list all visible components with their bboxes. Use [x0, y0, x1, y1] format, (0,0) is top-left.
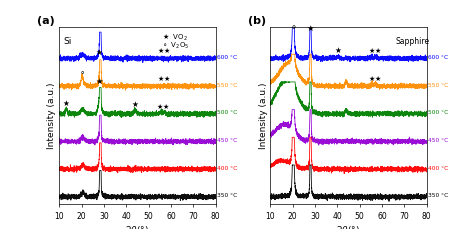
- Text: (b): (b): [248, 16, 266, 26]
- Text: $\bigstar\bigstar$: $\bigstar\bigstar$: [368, 74, 383, 83]
- Text: 550 °C: 550 °C: [217, 82, 237, 87]
- Text: $\bigstar$: $\bigstar$: [306, 24, 315, 33]
- Text: $\bigstar$: $\bigstar$: [131, 100, 139, 109]
- Text: 350 °C: 350 °C: [217, 193, 237, 197]
- Text: $\circ$: $\circ$: [290, 22, 297, 32]
- Text: $\bigstar$: $\bigstar$: [62, 98, 71, 107]
- Text: 500 °C: 500 °C: [217, 110, 237, 115]
- Text: 450 °C: 450 °C: [217, 137, 237, 142]
- Text: $\bigstar$: $\bigstar$: [95, 47, 103, 56]
- Text: $\circ$: $\circ$: [79, 67, 85, 76]
- Text: $\bigstar\bigstar$: $\bigstar\bigstar$: [368, 46, 383, 55]
- Text: 550 °C: 550 °C: [428, 82, 448, 87]
- Text: $\bigstar$  VO$_2$: $\bigstar$ VO$_2$: [162, 32, 188, 43]
- Text: 600 °C: 600 °C: [428, 55, 448, 60]
- Text: 350 °C: 350 °C: [428, 193, 448, 197]
- Text: Si: Si: [64, 37, 72, 46]
- Text: $\circ$  V$_2$O$_5$: $\circ$ V$_2$O$_5$: [162, 40, 189, 50]
- Text: $\bigstar\bigstar$: $\bigstar\bigstar$: [156, 101, 170, 110]
- Text: $\bigstar$: $\bigstar$: [94, 76, 103, 85]
- Text: $\bigstar\bigstar$: $\bigstar\bigstar$: [157, 74, 171, 83]
- X-axis label: $2\theta$(°): $2\theta$(°): [126, 223, 149, 229]
- Text: 450 °C: 450 °C: [428, 137, 448, 142]
- Text: $\bigstar$: $\bigstar$: [334, 46, 343, 55]
- Text: 400 °C: 400 °C: [428, 165, 448, 170]
- Text: Sapphire: Sapphire: [395, 37, 429, 46]
- Text: 500 °C: 500 °C: [428, 110, 448, 115]
- Text: 600 °C: 600 °C: [217, 55, 237, 60]
- X-axis label: $2\theta$(°): $2\theta$(°): [337, 223, 360, 229]
- Text: (a): (a): [37, 16, 55, 26]
- Y-axis label: Intensity (a.u.): Intensity (a.u.): [258, 82, 267, 149]
- Text: $\bigstar\bigstar$: $\bigstar\bigstar$: [157, 46, 171, 55]
- Y-axis label: Intensity (a.u.): Intensity (a.u.): [47, 82, 56, 149]
- Text: 400 °C: 400 °C: [217, 165, 237, 170]
